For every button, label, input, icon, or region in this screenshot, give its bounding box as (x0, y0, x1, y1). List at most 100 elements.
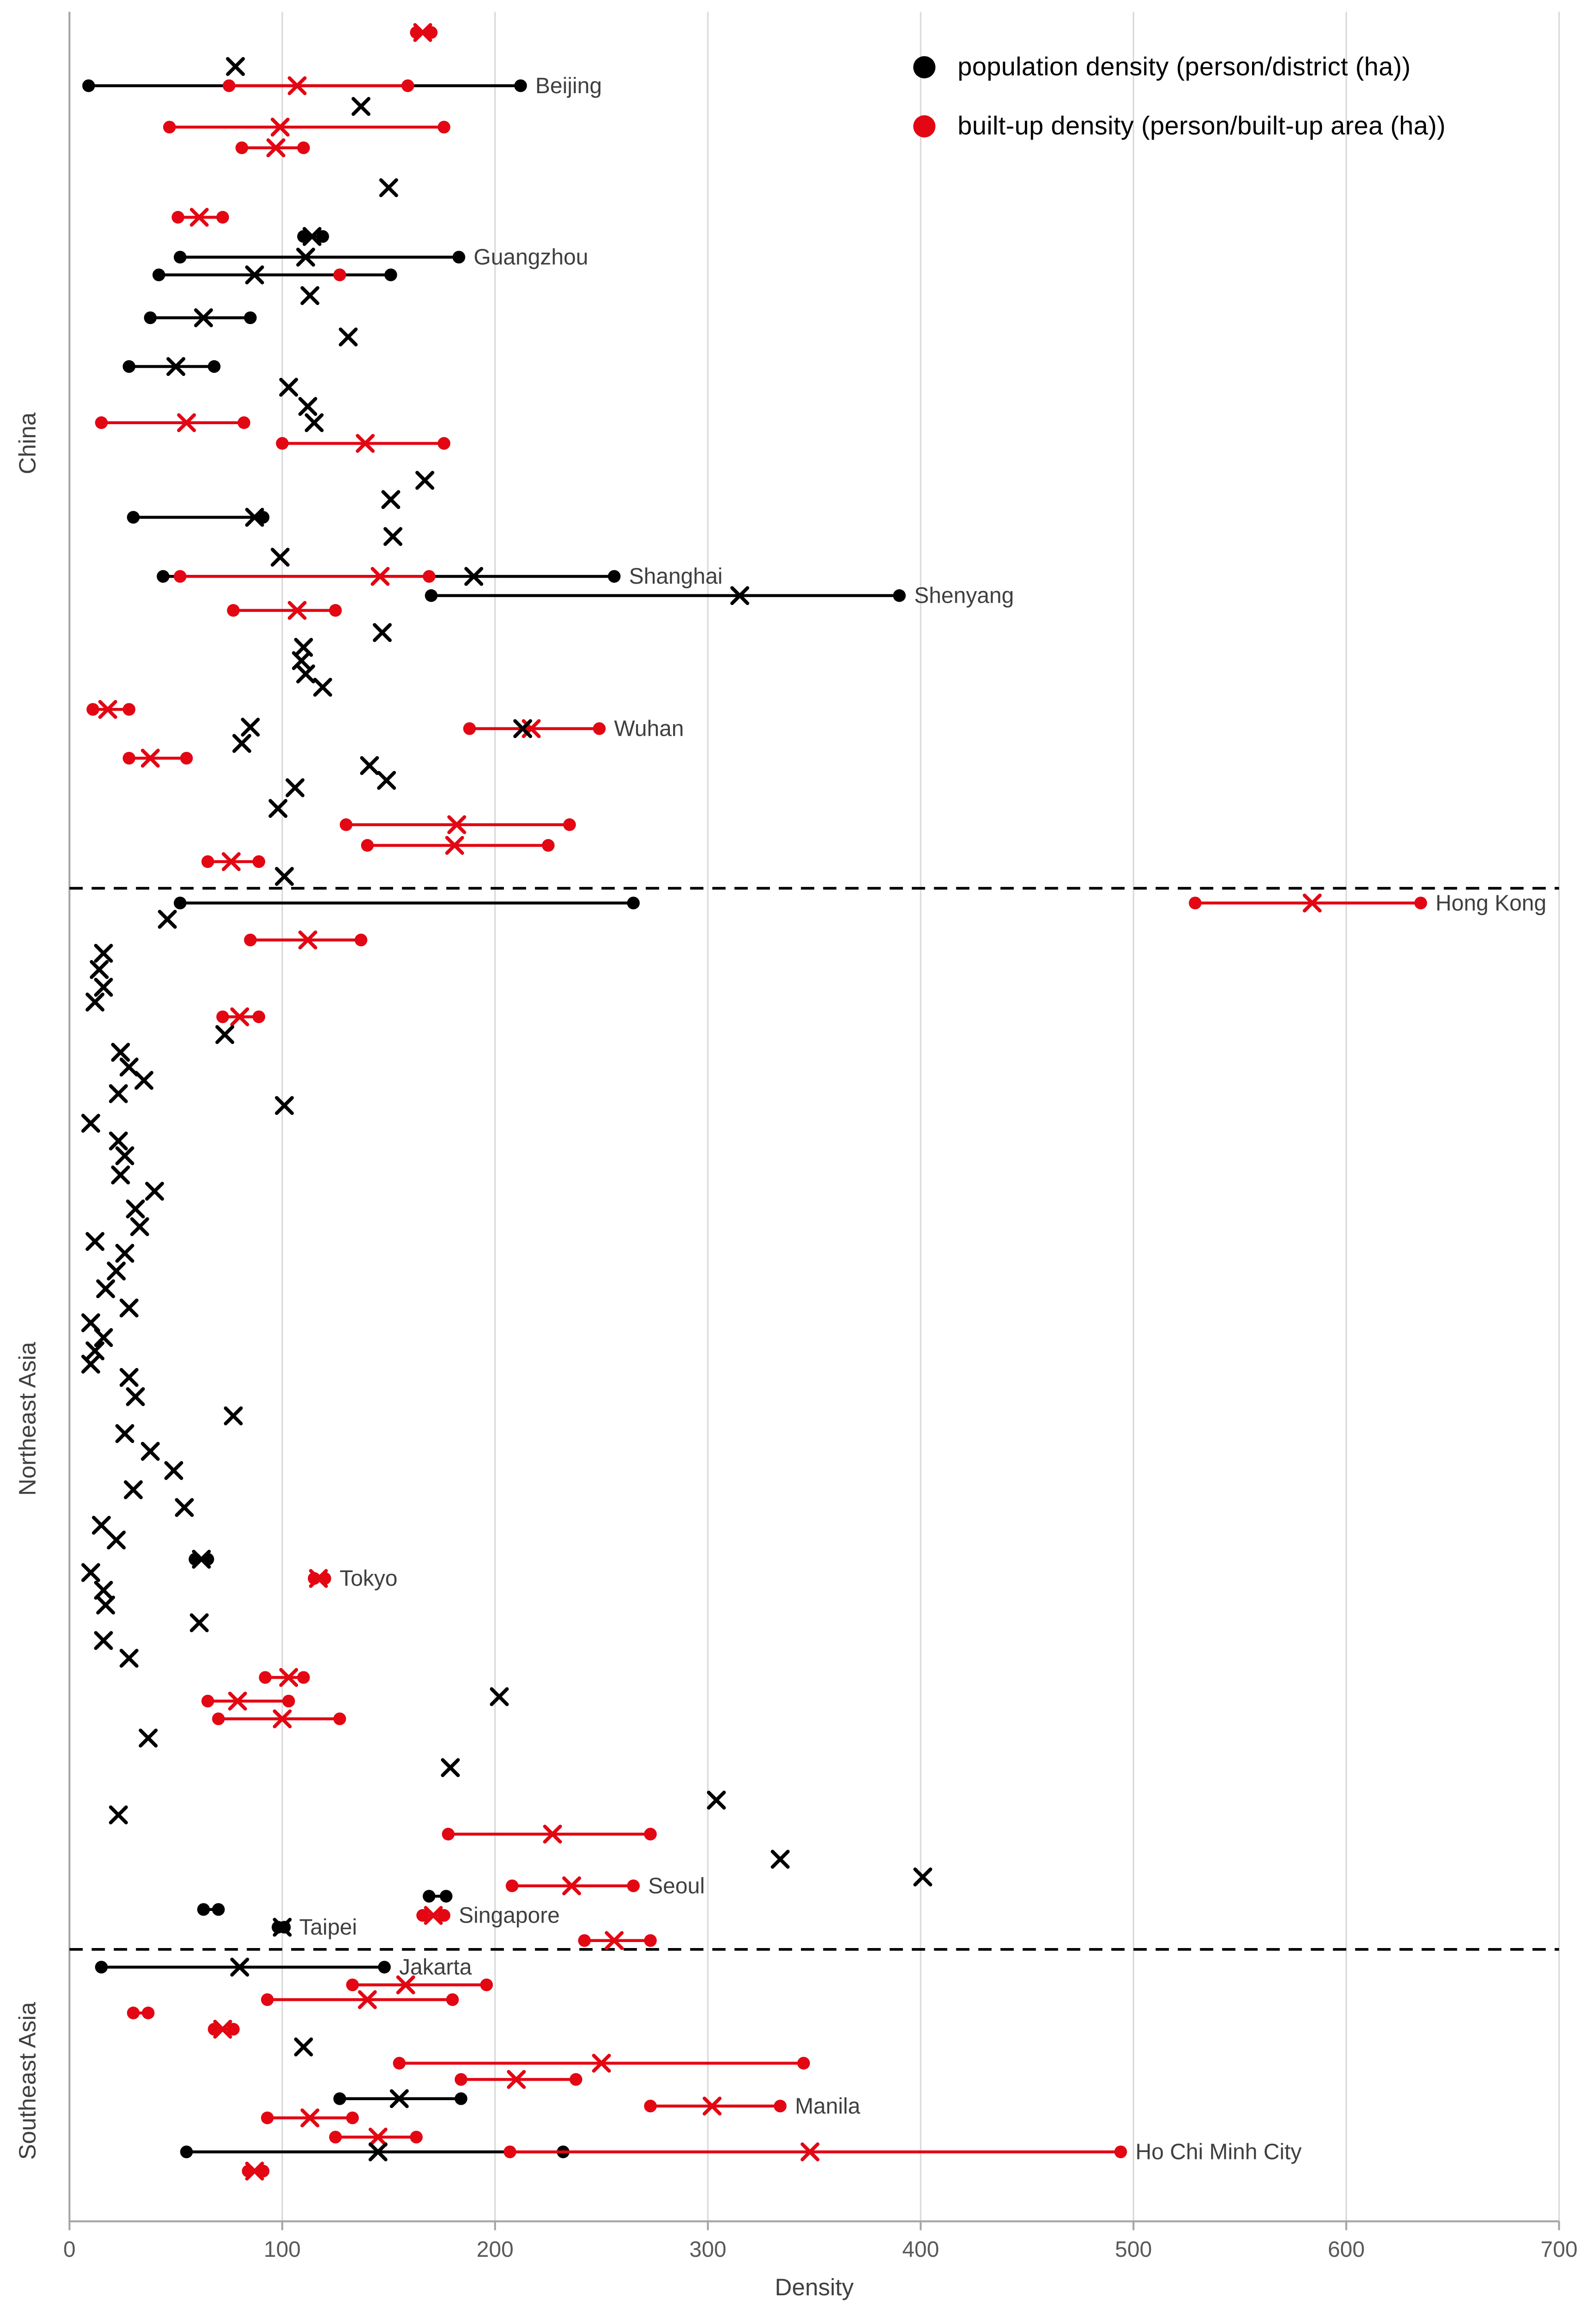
built-mean-x-marker (298, 930, 318, 949)
built-range-endpoint-dot (235, 141, 248, 154)
pop-mean-x-marker (300, 286, 319, 305)
built-range-endpoint-dot (644, 1828, 657, 1840)
pop-mean-x-marker (286, 778, 305, 797)
pop-range-endpoint-dot (333, 2092, 346, 2105)
built-range-endpoint-dot (410, 2131, 423, 2144)
x-tick-label-600: 600 (1328, 2237, 1365, 2262)
built-range-endpoint-dot (329, 2131, 342, 2144)
built-range-endpoint-dot (416, 1909, 429, 1922)
built-mean-x-marker (266, 138, 286, 158)
pop-mean-x-marker (706, 1790, 726, 1810)
legend-label-builtup-density: built-up density (person/built-up area (… (957, 110, 1446, 140)
built-mean-x-marker (356, 433, 375, 453)
pop-mean-x-marker (126, 1387, 145, 1407)
built-mean-x-marker (358, 1990, 377, 2009)
population-density-dot-icon (913, 55, 935, 78)
pop-mean-x-marker (313, 677, 332, 697)
pop-mean-x-marker (134, 1070, 153, 1090)
built-range-endpoint-dot (797, 2057, 810, 2070)
pop-range-endpoint-dot (173, 250, 187, 264)
pop-mean-x-marker (296, 664, 315, 684)
built-range-endpoint-dot (401, 79, 414, 92)
built-range-endpoint-dot (216, 210, 229, 224)
legend-label-population-density: population density (person/district (ha)… (957, 51, 1411, 81)
pop-mean-x-marker (175, 1498, 194, 1517)
pop-mean-x-marker (223, 1406, 243, 1426)
built-range-endpoint-dot (454, 2073, 468, 2086)
pop-range-endpoint-dot (452, 250, 465, 264)
pop-range-endpoint-dot (197, 1903, 210, 1916)
built-range-endpoint-dot (480, 1978, 493, 1992)
built-mean-x-marker (228, 1691, 247, 1711)
built-range-endpoint-dot (261, 1993, 274, 2006)
pop-mean-x-marker (140, 1442, 160, 1461)
pop-mean-x-marker (115, 1146, 134, 1165)
built-range-endpoint-dot (1114, 2145, 1127, 2159)
pop-range-endpoint-dot (208, 360, 221, 373)
city-label-shenyang: Shenyang (914, 584, 1014, 608)
built-mean-x-marker (300, 2108, 319, 2127)
pop-mean-x-marker (381, 490, 401, 509)
built-range-endpoint-dot (172, 210, 184, 224)
pop-mean-x-marker (268, 799, 288, 818)
built-mean-x-marker (140, 749, 160, 768)
region-label-northeast-asia: Northeast Asia (16, 1342, 42, 1496)
pop-mean-x-marker (270, 548, 290, 567)
pop-mean-x-marker (164, 1461, 184, 1480)
pop-mean-x-marker (192, 1549, 211, 1569)
pop-mean-x-marker (377, 771, 396, 790)
pop-range-endpoint-dot (893, 589, 906, 602)
built-range-endpoint-dot (393, 2057, 406, 2070)
pop-mean-x-marker (119, 1649, 139, 1668)
pop-mean-x-marker (241, 718, 260, 737)
city-label-taipei: Taipei (299, 1915, 357, 1940)
pop-mean-x-marker (139, 1728, 158, 1748)
pop-mean-x-marker (96, 1595, 115, 1615)
built-range-endpoint-dot (438, 1909, 451, 1922)
pop-mean-x-marker (124, 1480, 143, 1499)
pop-mean-x-marker (298, 397, 318, 416)
pop-range-endpoint-dot (180, 2145, 193, 2159)
built-range-endpoint-dot (346, 2111, 359, 2125)
pop-range-endpoint-dot (514, 79, 527, 92)
pop-mean-x-marker (94, 1580, 113, 1600)
pop-range-endpoint-dot (212, 1903, 225, 1916)
built-range-endpoint-dot (503, 2145, 516, 2159)
pop-mean-x-marker (89, 960, 109, 979)
built-range-endpoint-dot (627, 1879, 640, 1892)
pop-mean-x-marker (305, 413, 324, 433)
pop-mean-x-marker (245, 265, 264, 285)
x-tick-label-0: 0 (64, 2237, 76, 2262)
city-label-manila: Manila (795, 2094, 860, 2119)
city-label-ho-chi-minh-city: Ho Chi Minh City (1136, 2140, 1302, 2165)
pop-mean-x-marker (81, 1563, 101, 1582)
pop-mean-x-marker (296, 248, 315, 267)
built-range-endpoint-dot (86, 703, 100, 716)
pop-mean-x-marker (130, 1217, 149, 1236)
pop-mean-x-marker (119, 1057, 139, 1077)
built-mean-x-marker (604, 1931, 624, 1950)
x-axis-title: Density (775, 2276, 854, 2301)
pop-range-endpoint-dot (316, 230, 329, 243)
pop-mean-x-marker (415, 471, 434, 490)
pop-range-endpoint-dot (422, 1890, 436, 1903)
built-mean-x-marker (424, 1906, 443, 1925)
x-tick-label-700: 700 (1540, 2237, 1577, 2262)
built-range-endpoint-dot (237, 416, 250, 429)
built-range-endpoint-dot (227, 604, 240, 617)
pop-mean-x-marker (513, 719, 533, 739)
pop-mean-x-marker (107, 1261, 126, 1281)
built-mean-x-marker (213, 2019, 232, 2039)
built-range-endpoint-dot (463, 722, 476, 735)
pop-mean-x-marker (294, 2037, 313, 2057)
built-mean-x-marker (702, 2096, 722, 2116)
pop-range-endpoint-dot (122, 360, 136, 373)
built-range-endpoint-dot (127, 2006, 140, 2019)
built-mean-x-marker (177, 413, 196, 433)
pop-mean-x-marker (389, 2089, 409, 2108)
built-mean-x-marker (287, 76, 307, 96)
built-mean-x-marker (222, 852, 241, 871)
pop-mean-x-marker (369, 2142, 388, 2162)
built-mean-x-marker (279, 1668, 299, 1687)
